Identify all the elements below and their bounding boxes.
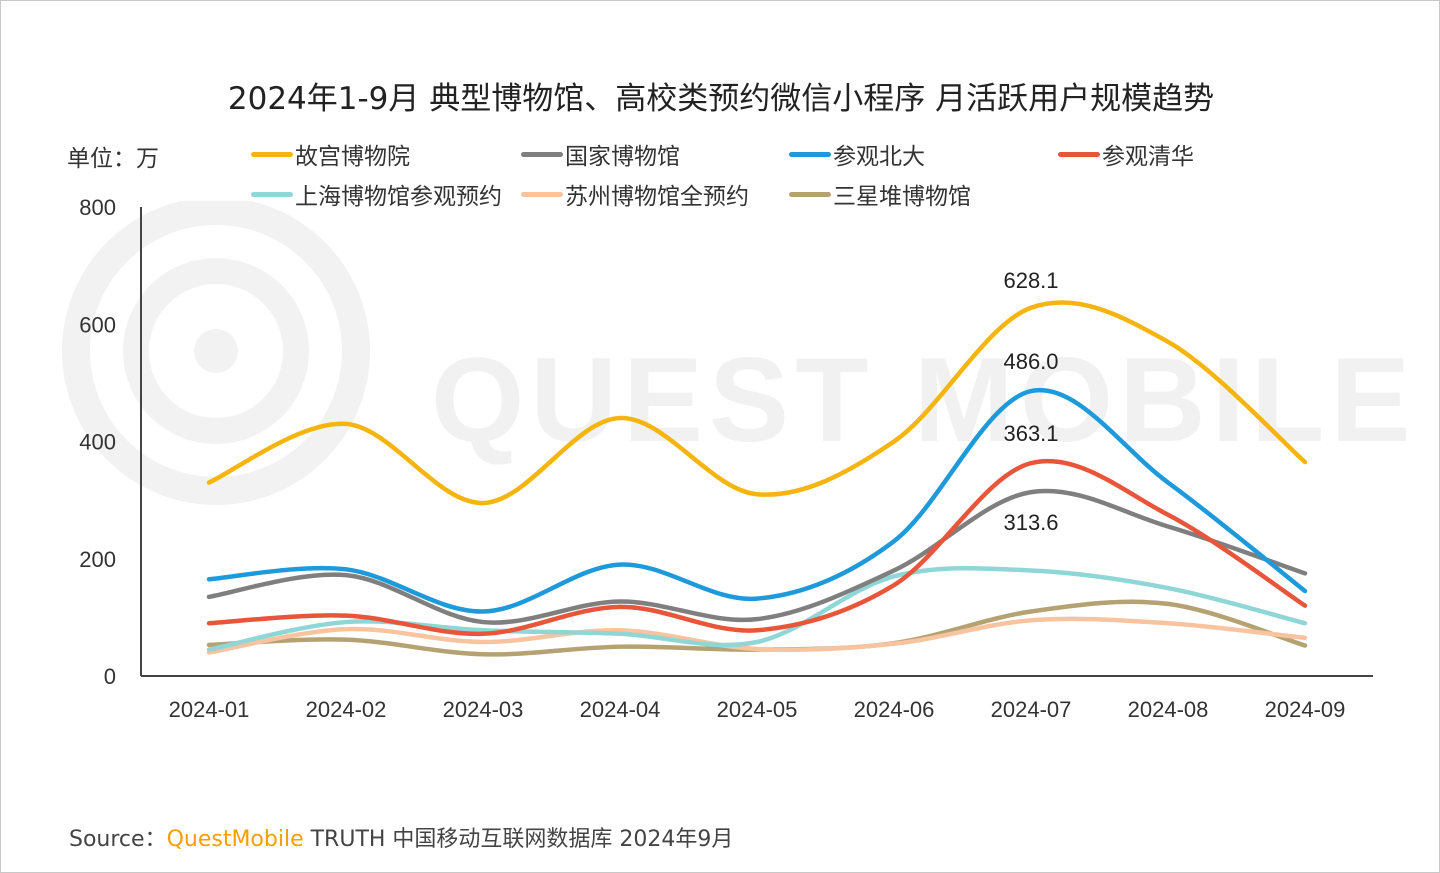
y-tick-label: 600 (79, 312, 116, 337)
source-rest: TRUTH 中国移动互联网数据库 2024年9月 (303, 827, 734, 852)
series-line-qinghua (206, 458, 1308, 637)
x-tick-label: 2024-05 (717, 697, 798, 722)
x-tick-labels: 2024-01 2024-02 2024-03 2024-04 2024-05 2024-… (169, 697, 1346, 722)
legend-item-gugong: 故宫博物院 (251, 139, 410, 170)
legend-item-beida: 参观北大 (789, 139, 925, 170)
x-tick-label: 2024-03 (443, 697, 524, 722)
data-label-qinghua: 363.1 (1003, 421, 1058, 446)
legend-label: 苏州博物馆全预约 (565, 184, 749, 210)
legend-swatch (521, 191, 563, 197)
source-prefix: Source： (69, 827, 167, 852)
x-tick-label: 2024-04 (580, 697, 661, 722)
series-lines (206, 300, 1308, 657)
legend-label: 故宫博物院 (295, 144, 410, 170)
x-tick-label: 2024-01 (169, 697, 250, 722)
legend-label: 国家博物馆 (565, 144, 680, 170)
data-label-gugong: 628.1 (1003, 268, 1058, 293)
data-label-guojia: 313.6 (1003, 510, 1058, 535)
series-line-beida (206, 387, 1308, 614)
y-tick-label: 0 (104, 664, 116, 689)
x-tick-label: 2024-07 (991, 697, 1072, 722)
series-line-gugong (206, 300, 1308, 506)
legend-swatch (521, 151, 563, 157)
legend-item-guojia: 国家博物馆 (521, 139, 680, 170)
y-tick-label: 400 (79, 430, 116, 455)
unit-label: 单位：万 (67, 146, 159, 172)
source-brand: QuestMobile (166, 827, 304, 852)
legend-item-qinghua: 参观清华 (1058, 139, 1194, 170)
legend-swatch (251, 191, 293, 197)
legend-swatch (789, 151, 831, 157)
data-labels: 628.1 486.0 363.1 313.6 (1003, 268, 1058, 535)
legend-swatch (1058, 151, 1100, 157)
data-label-beida: 486.0 (1003, 349, 1058, 374)
chart-title: 2024年1-9月 典型博物馆、高校类预约微信小程序 月活跃用户规模趋势 (227, 81, 1215, 117)
source-note: Source：QuestMobile TRUTH 中国移动互联网数据库 2024… (69, 821, 733, 853)
series-line-guojia (206, 488, 1308, 625)
legend-label: 三星堆博物馆 (833, 184, 971, 210)
y-tick-label: 200 (79, 547, 116, 572)
legend-label: 参观清华 (1102, 144, 1194, 170)
legend-label: 参观北大 (833, 144, 925, 170)
y-tick-labels: 800 600 400 200 0 (79, 195, 116, 689)
legend-item-suzhou: 苏州博物馆全预约 (521, 179, 749, 210)
x-tick-label: 2024-06 (854, 697, 935, 722)
x-tick-label: 2024-02 (306, 697, 387, 722)
legend-swatch (251, 151, 293, 157)
legend-swatch (789, 191, 831, 197)
legend-item-shanghai: 上海博物馆参观预约 (251, 179, 502, 210)
y-tick-label: 800 (79, 195, 116, 220)
legend-item-sanxingdui: 三星堆博物馆 (789, 179, 971, 210)
x-tick-label: 2024-09 (1265, 697, 1346, 722)
series-line-suzhou (206, 616, 1308, 655)
legend-label: 上海博物馆参观预约 (295, 184, 502, 210)
watermark-text: QUEST MOBILE (431, 333, 1417, 467)
x-tick-label: 2024-08 (1128, 697, 1209, 722)
